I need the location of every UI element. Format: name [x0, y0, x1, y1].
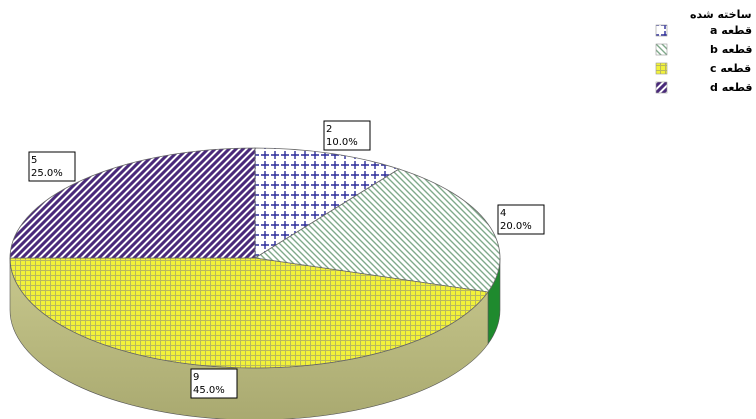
- legend-items: قطعه a قطعه b قطعه c قطعه d: [655, 24, 753, 94]
- data-label-box: [497, 204, 545, 235]
- data-label-count: 9: [193, 372, 199, 383]
- data-labels: 2 10.0% 4 20.0% 9 45.0% 5 25.0%: [28, 120, 545, 399]
- legend-item-b: قطعه b: [655, 43, 753, 56]
- data-label-box: [28, 151, 76, 182]
- pie-slices: [9, 147, 501, 369]
- legend-label: قطعه b: [710, 43, 753, 56]
- data-label-box: [190, 368, 238, 399]
- legend-item-d: قطعه d: [655, 81, 753, 94]
- pie-slice-b: [253, 168, 501, 293]
- data-label-box: [323, 120, 371, 151]
- data-label-percent: 25.0%: [31, 168, 63, 179]
- legend-swatch: [655, 62, 668, 75]
- data-label-count: 5: [31, 155, 37, 166]
- legend-swatch: [655, 81, 668, 94]
- legend: قطعه ساخته شده: [690, 8, 756, 21]
- data-label-a: 2 10.0%: [323, 120, 371, 151]
- legend-label: قطعه c: [710, 62, 751, 75]
- data-label-percent: 20.0%: [500, 221, 532, 232]
- legend-item-c: قطعه c: [655, 62, 751, 75]
- legend-label: قطعه d: [710, 81, 753, 94]
- data-label-percent: 10.0%: [326, 137, 358, 148]
- data-label-count: 2: [326, 124, 332, 135]
- data-label-c: 9 45.0%: [190, 368, 238, 399]
- legend-swatch: [655, 43, 668, 56]
- pie-slice-d: [9, 147, 256, 259]
- data-label-d: 5 25.0%: [28, 151, 76, 182]
- legend-swatch: [655, 24, 668, 37]
- pie-slice-a: [254, 147, 400, 259]
- legend-item-a: قطعه a: [655, 24, 752, 37]
- pie-slice-c: [9, 257, 489, 369]
- legend-title: قطعه ساخته شده: [690, 8, 756, 21]
- data-label-b: 4 20.0%: [497, 204, 545, 235]
- legend-label: قطعه a: [710, 24, 752, 37]
- data-label-count: 4: [500, 208, 506, 219]
- data-label-percent: 45.0%: [193, 385, 225, 396]
